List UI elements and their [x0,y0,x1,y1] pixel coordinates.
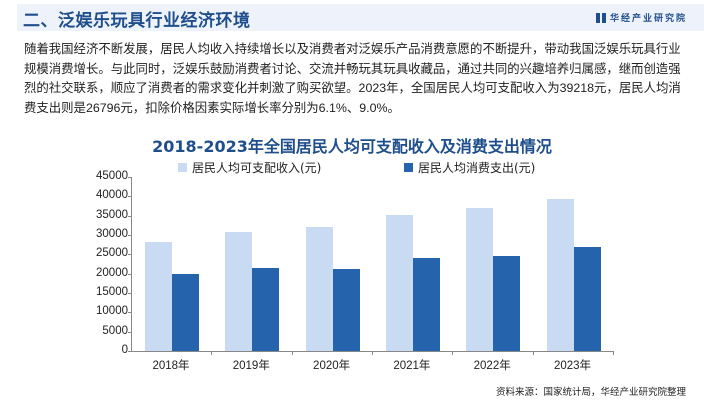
x-tick [211,351,213,355]
y-tick-label: 0 [121,344,128,356]
bar-income [466,208,494,351]
x-tick-label: 2023年 [553,360,592,372]
y-tick [128,331,132,333]
x-tick-label: 2021年 [393,360,431,372]
body-paragraph: 随着我国经济不断发展，居民人均收入持续增长以及消费者对泛娱乐产品消费意愿的不断提… [24,42,681,115]
y-tick-label: 35000 [96,208,128,221]
chart-title: 2018-2023年全国居民人均可支配收入及消费支出情况 [152,137,552,156]
bar-consumption [172,274,199,351]
y-tick-label: 10000 [96,305,128,318]
y-tick-label: 15000 [96,286,128,298]
brand-name: 华经产业研究院 [609,14,687,24]
y-tick [128,254,132,256]
y-tick [128,312,132,314]
x-tick-label: 2022年 [473,360,511,372]
source-note: 资料来源：国家统计局，华经产业研究院整理 [495,387,686,398]
x-tick [371,351,373,355]
x-tick-label: 2019年 [232,360,270,372]
x-tick [612,351,614,355]
legend-swatch-consumption [404,163,413,172]
y-axis [131,177,132,352]
y-tick-label: 45000 [96,170,128,182]
y-tick-label: 30000 [96,228,128,240]
brand: 华经产业研究院 [595,11,687,24]
y-tick-label: 25000 [96,247,128,260]
bar-income [385,215,413,351]
section-title: 二、泛娱乐玩具行业经济环境 [23,11,251,31]
bar-consumption [573,247,601,351]
x-tick-label: 2020年 [313,360,351,372]
x-tick-label: 2018年 [152,360,190,372]
legend-label-consumption: 居民人均消费支出(元) [418,161,536,175]
section-header: 二、泛娱乐玩具行业经济环境 华经产业研究院 [17,4,704,31]
bar-income [305,226,333,351]
brand-logo-icon [595,12,606,23]
bar-consumption [252,267,280,351]
bar-income [225,232,253,351]
y-tick [128,351,132,352]
legend-item-consumption: 居民人均消费支出(元) [404,159,535,176]
bar-consumption [493,256,521,351]
y-tick [128,235,132,236]
bar-consumption [412,257,440,351]
y-tick [128,196,132,198]
bar-consumption [332,268,360,351]
x-tick [291,351,293,355]
legend-label-income: 居民人均可支配收入(元) [192,161,322,175]
legend-item-income: 居民人均可支配收入(元) [178,159,321,176]
x-tick [452,351,454,355]
y-tick [128,215,132,217]
y-tick-label: 5000 [102,324,128,337]
y-tick-label: 20000 [96,266,128,279]
bar-income [546,199,574,351]
legend-swatch-income [178,163,187,172]
y-tick-label: 40000 [96,189,128,202]
y-tick [128,273,132,275]
x-tick [532,351,534,355]
bar-income [145,241,172,351]
y-tick [128,293,132,294]
y-tick [128,177,132,178]
